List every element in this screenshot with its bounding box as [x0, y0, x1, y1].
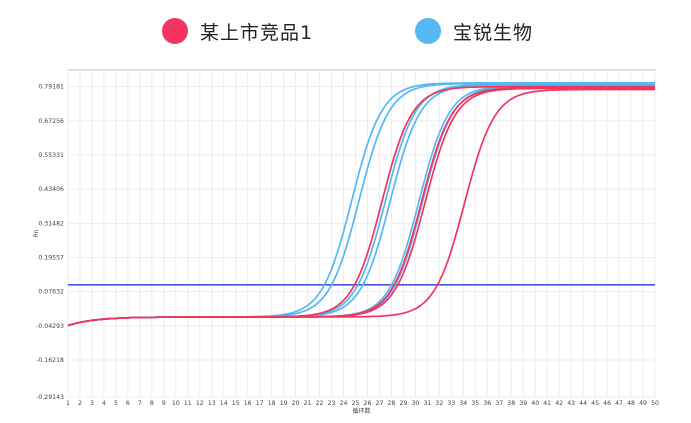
x-tick-label: 41: [543, 400, 551, 407]
x-tick-label: 36: [483, 400, 491, 407]
x-tick-label: 40: [531, 400, 539, 407]
x-tick-label: 11: [184, 400, 192, 407]
y-tick-label: 0.31482: [38, 220, 64, 227]
x-tick-label: 32: [435, 400, 443, 407]
x-tick-label: 1: [66, 400, 70, 407]
y-tick-label: 0.55331: [38, 152, 64, 159]
x-tick-label: 21: [304, 400, 312, 407]
legend-marker-competitor: [162, 18, 188, 44]
x-tick-label: 35: [471, 400, 479, 407]
x-tick-label: 28: [388, 400, 396, 407]
y-axis-title: Rn: [33, 229, 40, 237]
x-tick-label: 13: [208, 400, 216, 407]
legend-item-competitor: 某上市竞品1: [162, 14, 313, 48]
legend-label-competitor: 某上市竞品1: [200, 21, 314, 44]
amplification-curve: [67, 88, 655, 327]
x-tick-label: 7: [138, 400, 142, 407]
x-tick-label: 29: [399, 400, 407, 407]
x-tick-label: 17: [256, 400, 264, 407]
x-tick-label: 23: [328, 400, 336, 407]
x-tick-label: 8: [150, 400, 154, 407]
x-axis-title: 循环数: [352, 407, 370, 415]
x-tick-label: 30: [411, 400, 419, 407]
x-tick-label: 43: [567, 400, 575, 407]
x-tick-label: 15: [232, 400, 240, 407]
x-tick-label: 3: [90, 400, 94, 407]
x-tick-label: 37: [495, 400, 503, 407]
legend-marker-baorui: [415, 18, 441, 44]
x-tick-label: 20: [292, 400, 300, 407]
x-tick-label: 39: [519, 400, 527, 407]
y-tick-label: -0.29143: [36, 394, 64, 401]
x-tick-label: 14: [220, 400, 228, 407]
legend-label-baorui: 宝锐生物: [453, 21, 534, 44]
x-tick-label: 47: [615, 400, 623, 407]
x-tick-label: 25: [352, 400, 360, 407]
x-tick-label: 38: [507, 400, 515, 407]
x-tick-label: 16: [244, 400, 252, 407]
x-tick-label: 19: [280, 400, 288, 407]
x-tick-label: 12: [196, 400, 204, 407]
y-tick-label: 0.67256: [38, 118, 64, 125]
x-tick-label: 34: [459, 400, 467, 407]
x-tick-label: 31: [423, 400, 431, 407]
x-tick-label: 45: [591, 400, 599, 407]
chart-legend: 某上市竞品1 宝锐生物: [0, 14, 691, 48]
x-tick-label: 44: [579, 400, 587, 407]
x-tick-label: 33: [447, 400, 455, 407]
x-tick-label: 49: [639, 400, 647, 407]
plot-area: [67, 69, 656, 398]
y-tick-label: 0.79181: [38, 84, 64, 91]
x-tick-label: 10: [172, 400, 180, 407]
y-tick-label: 0.07632: [38, 289, 64, 296]
y-tick-label: 0.19557: [38, 254, 64, 261]
x-tick-label: 4: [102, 400, 106, 407]
x-tick-label: 18: [268, 400, 276, 407]
x-tick-label: 9: [162, 400, 166, 407]
x-tick-label: 42: [555, 400, 563, 407]
y-tick-label: 0.43406: [38, 186, 64, 193]
x-tick-label: 22: [316, 400, 324, 407]
x-tick-label: 2: [78, 400, 82, 407]
x-tick-label: 27: [376, 400, 384, 407]
legend-item-baorui: 宝锐生物: [415, 14, 533, 48]
x-tick-label: 46: [603, 400, 611, 407]
x-tick-label: 24: [340, 400, 348, 407]
y-tick-label: -0.04293: [36, 323, 64, 330]
y-tick-label: -0.16218: [36, 357, 64, 364]
x-tick-label: 26: [364, 400, 372, 407]
x-tick-label: 48: [627, 400, 635, 407]
x-tick-label: 6: [126, 400, 130, 407]
x-tick-label: 50: [651, 400, 659, 407]
x-tick-label: 5: [114, 400, 118, 407]
